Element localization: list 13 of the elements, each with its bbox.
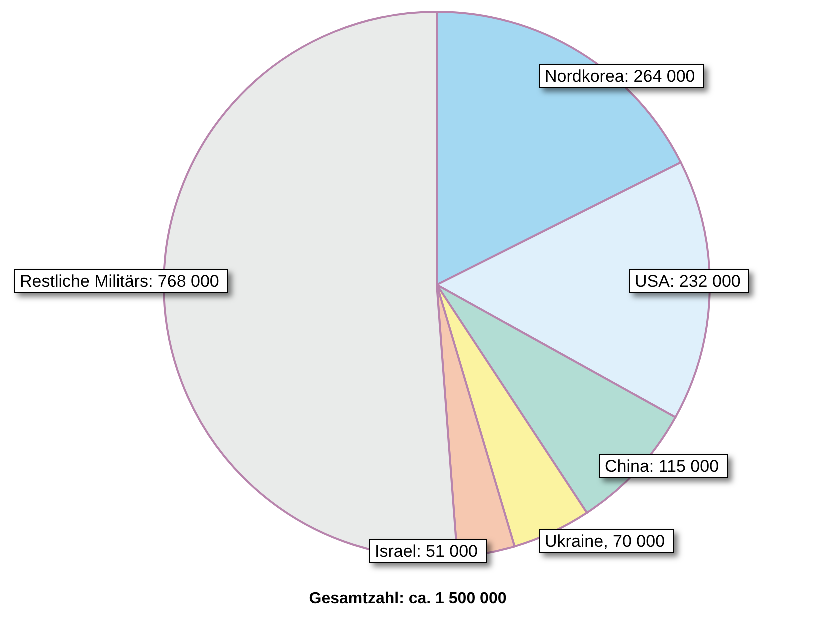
- slice-label: Restliche Militärs: [20, 272, 148, 291]
- data-label: : 768 000: [148, 272, 220, 291]
- text: Gesamtzahl: ca. 1 500 000: [309, 590, 507, 608]
- data-label: : 51 000: [416, 542, 478, 561]
- slice-label: Nordkorea: [545, 67, 625, 86]
- data-label: : 232 000: [670, 272, 741, 291]
- slice-label: Israel: [375, 542, 417, 561]
- data-label: : 264 000: [624, 67, 696, 86]
- data-label: , 70 000: [604, 532, 666, 551]
- data-label: : 115 000: [649, 457, 720, 476]
- slice-label: USA: [635, 272, 671, 291]
- slice-label: Ukraine: [545, 532, 604, 551]
- slice-label: China: [605, 457, 650, 476]
